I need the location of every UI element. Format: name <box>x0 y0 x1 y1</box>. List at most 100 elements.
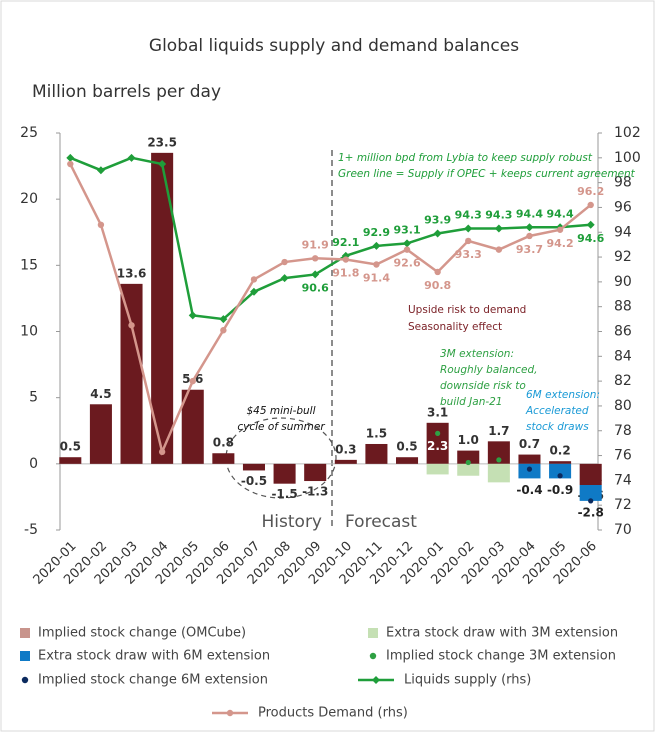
y2-tick-label: 78 <box>614 423 632 439</box>
bar-value-label: 0.2 <box>549 444 570 458</box>
dot-value-label: -0.4 <box>516 483 542 497</box>
bar-value-label: -1.5 <box>271 487 297 501</box>
line-value-label: 92.9 <box>363 226 390 239</box>
legend-label: Implied stock change 3M extension <box>386 649 616 664</box>
bar-value-label: 13.6 <box>117 266 147 280</box>
bar <box>396 457 419 464</box>
line-value-label: 92.6 <box>393 257 420 270</box>
dot <box>496 457 502 463</box>
line-marker <box>280 274 289 283</box>
y2-tick-label: 94 <box>614 224 632 240</box>
y2-tick-label: 90 <box>614 274 632 290</box>
annotation: $45 mini-bull <box>246 405 315 417</box>
bar <box>59 457 82 464</box>
bar <box>457 463 480 476</box>
y2-tick-label: 100 <box>614 150 641 166</box>
line-value-label: 93.7 <box>516 243 543 256</box>
line-marker <box>96 166 105 175</box>
line-marker <box>220 327 227 334</box>
legend-swatch <box>372 676 380 684</box>
bar-value-label: 1.7 <box>488 424 509 438</box>
bar <box>334 459 357 464</box>
bar <box>487 441 510 464</box>
dot <box>588 498 594 504</box>
bar <box>242 463 265 471</box>
y2-tick-label: 70 <box>614 522 632 538</box>
line-value-label: 92.1 <box>332 236 359 249</box>
bar-value-label: 1.0 <box>458 433 479 447</box>
bar-value-label: 0.8 <box>213 436 234 450</box>
highlight-ellipse <box>225 417 337 499</box>
line-marker <box>403 239 412 248</box>
y-tick-label: 10 <box>20 324 38 340</box>
bar-value-label: 1.5 <box>366 426 387 440</box>
y2-tick-label: 96 <box>614 199 632 215</box>
bar-value-label: 3.1 <box>427 405 448 419</box>
legend-label: Products Demand (rhs) <box>258 706 408 721</box>
line-marker <box>526 232 533 240</box>
line-marker <box>525 223 534 232</box>
line-marker <box>434 268 441 276</box>
line-marker <box>219 315 228 324</box>
bar-value-label: -1.3 <box>302 485 328 499</box>
annotation: Forecast <box>345 512 417 532</box>
line-value-label: 93.3 <box>455 248 482 261</box>
bar <box>89 404 112 464</box>
annotation: History <box>262 512 322 532</box>
line-marker <box>67 160 74 168</box>
line-marker <box>189 377 196 385</box>
bar-value-label: 0.5 <box>396 440 417 454</box>
line-value-label: 94.6 <box>577 232 604 245</box>
y-tick-label: 25 <box>20 125 38 141</box>
y-tick-label: -5 <box>24 522 38 538</box>
line-marker <box>249 287 258 296</box>
dot-value-label: -0.9 <box>547 483 573 497</box>
annotation: 3M extension: <box>440 348 514 360</box>
y-axis-title: Million barrels per day <box>32 82 221 102</box>
legend-label: Extra stock draw with 3M extension <box>386 626 618 641</box>
line-value-label: 91.8 <box>332 267 359 280</box>
bar-value-label: 4.5 <box>90 387 111 401</box>
y-tick-label: 0 <box>29 456 38 472</box>
line-marker <box>158 448 166 456</box>
y2-tick-label: 98 <box>614 175 632 191</box>
bar <box>273 463 296 484</box>
annotation: Upside risk to demand <box>408 304 526 316</box>
y-tick-label: 5 <box>29 390 38 406</box>
line-marker <box>188 311 197 320</box>
y2-tick-label: 102 <box>614 125 641 141</box>
line-marker <box>311 255 319 262</box>
annotation: 1+ million bpd from Lybia to keep supply… <box>338 152 593 164</box>
bar <box>549 463 572 479</box>
line-value-label: 93.1 <box>393 223 420 236</box>
line-marker <box>433 229 442 238</box>
line <box>69 156 591 321</box>
y2-tick-label: 84 <box>614 348 632 364</box>
bar <box>457 450 480 464</box>
legend-label: Extra stock draw with 6M extension <box>38 649 270 664</box>
dot <box>557 473 563 479</box>
legend-swatch <box>20 628 30 638</box>
dot <box>435 430 441 436</box>
bar <box>212 453 235 464</box>
bar <box>518 454 541 464</box>
bar <box>365 443 388 464</box>
bar <box>151 152 174 464</box>
line-marker <box>128 322 135 329</box>
line-marker <box>494 224 503 233</box>
line-value-label: 93.9 <box>424 213 451 226</box>
annotation: cycle of summer <box>237 421 325 433</box>
line-value-label: 94.3 <box>455 209 482 222</box>
line-marker <box>464 224 473 233</box>
annotation: 6M extension: <box>526 389 600 401</box>
y-tick-label: 15 <box>20 257 38 273</box>
line-marker <box>465 237 472 245</box>
y2-tick-label: 76 <box>614 448 632 464</box>
line-marker <box>158 160 167 169</box>
dot-value-label: 2.3 <box>427 439 448 453</box>
y2-tick-label: 72 <box>614 497 632 513</box>
y2-tick-label: 88 <box>614 299 632 315</box>
line-marker <box>556 226 564 233</box>
line-value-label: 94.4 <box>547 207 574 220</box>
